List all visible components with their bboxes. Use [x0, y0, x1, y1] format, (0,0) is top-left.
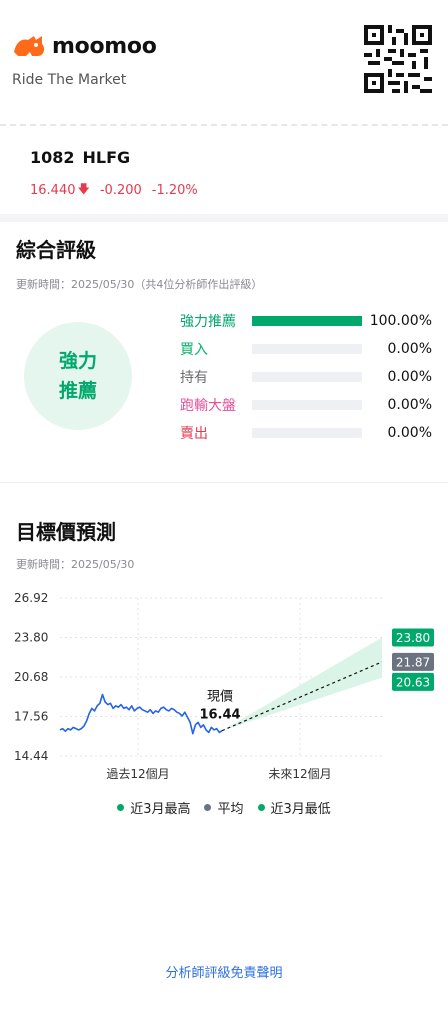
- rating-percent: 0.00%: [387, 397, 432, 413]
- page-header: moomoo Ride The Market: [0, 0, 448, 118]
- legend-label: 近3月最低: [270, 802, 331, 817]
- stock-title: 1082 HLFG: [30, 148, 138, 167]
- rating-bar-track: [252, 372, 362, 382]
- target-high-tag-label: 23.80: [396, 631, 430, 645]
- section-divider: [0, 482, 448, 483]
- y-tick-label: 17.56: [14, 710, 48, 724]
- y-tick-label: 14.44: [14, 749, 48, 763]
- x-label-past: 過去12個月: [106, 767, 169, 781]
- current-price-label: 現價: [207, 690, 233, 705]
- header-divider: [0, 124, 448, 126]
- rating-percent: 0.00%: [387, 425, 432, 441]
- brand-tagline: Ride The Market: [12, 72, 127, 88]
- rating-row: 跑輸大盤 0.00%: [180, 395, 436, 415]
- rating-bar-track: [252, 344, 362, 354]
- target-low-tag-label: 20.63: [396, 675, 430, 689]
- legend-item: 近3月最低: [257, 798, 331, 817]
- target-price-chart: 26.92 23.80 20.68 17.56 14.44 過去12個月 未來12個月 現價 1…: [14, 591, 434, 781]
- x-label-future: 未來12個月: [268, 767, 331, 781]
- target-low-tag: [392, 672, 434, 691]
- legend-item: 平均: [204, 798, 244, 817]
- rating-title: 綜合評級: [16, 238, 96, 262]
- legend-label: 近3月最高: [130, 802, 191, 817]
- rating-percent: 0.00%: [387, 341, 432, 357]
- rating-percent: 0.00%: [387, 369, 432, 385]
- chart-legend: 近3月最高 平均 近3月最低: [0, 798, 448, 817]
- rating-row: 買入 0.00%: [180, 339, 436, 359]
- rating-bar-track: [252, 316, 362, 326]
- y-tick-label: 26.92: [14, 591, 48, 605]
- y-tick-label: 23.80: [14, 631, 48, 645]
- qr-code-icon: [364, 25, 432, 93]
- price-history-line: [59, 693, 223, 735]
- stock-change-pct: -1.20%: [151, 183, 198, 198]
- rating-updated: 更新時間：2025/05/30（共4位分析師作出評級）: [16, 278, 263, 291]
- current-price-value: 16.44: [199, 708, 240, 723]
- rating-percent: 100.00%: [369, 313, 432, 329]
- stock-quote: 16.440 🡇 -0.200 -1.20%: [30, 180, 198, 201]
- legend-dot-icon: [117, 804, 125, 811]
- rating-bar-fill: [252, 316, 362, 326]
- rating-label: 跑輸大盤: [180, 398, 236, 414]
- badge-line-1: 強力: [58, 350, 97, 372]
- rating-label: 持有: [180, 370, 208, 386]
- forecast-updated: 更新時間：2025/05/30: [16, 558, 135, 571]
- rating-label: 買入: [180, 342, 208, 358]
- rating-row: 持有 0.00%: [180, 367, 436, 387]
- stock-code: 1082: [30, 148, 75, 167]
- y-tick-label: 20.68: [14, 670, 48, 684]
- rating-row: 強力推薦 100.00%: [180, 311, 436, 331]
- rating-label: 賣出: [180, 426, 208, 442]
- legend-dot-icon: [204, 804, 212, 811]
- moomoo-logo-icon: [14, 36, 45, 56]
- badge-line-2: 推薦: [58, 380, 97, 402]
- target-avg-tag: [392, 652, 434, 671]
- stock-info: 1082 HLFG 16.440 🡇 -0.200 -1.20%: [0, 126, 448, 214]
- section-gap: [0, 214, 448, 222]
- legend-item: 近3月最高: [117, 798, 190, 817]
- stock-price: 16.440: [30, 183, 76, 198]
- stock-change: -0.200: [99, 183, 142, 198]
- legend-dot-icon: [257, 804, 265, 811]
- rating-row: 賣出 0.00%: [180, 423, 436, 443]
- target-avg-tag-label: 21.87: [396, 655, 430, 669]
- arrow-down-icon: 🡇: [77, 182, 90, 196]
- brand-logo: moomoo: [12, 32, 157, 60]
- rating-bar-track: [252, 400, 362, 410]
- forecast-average-line: [221, 661, 383, 732]
- analyst-disclaimer-link[interactable]: 分析師評級免責聲明: [165, 966, 283, 981]
- stock-ticker: HLFG: [82, 148, 131, 167]
- brand-name: moomoo: [52, 33, 157, 59]
- rating-bar-track: [252, 428, 362, 438]
- rating-badge: 強力 推薦: [24, 322, 132, 430]
- rating-label: 強力推薦: [180, 314, 236, 330]
- target-high-tag: [392, 628, 434, 647]
- forecast-title: 目標價預測: [16, 520, 116, 544]
- legend-label: 平均: [217, 802, 244, 817]
